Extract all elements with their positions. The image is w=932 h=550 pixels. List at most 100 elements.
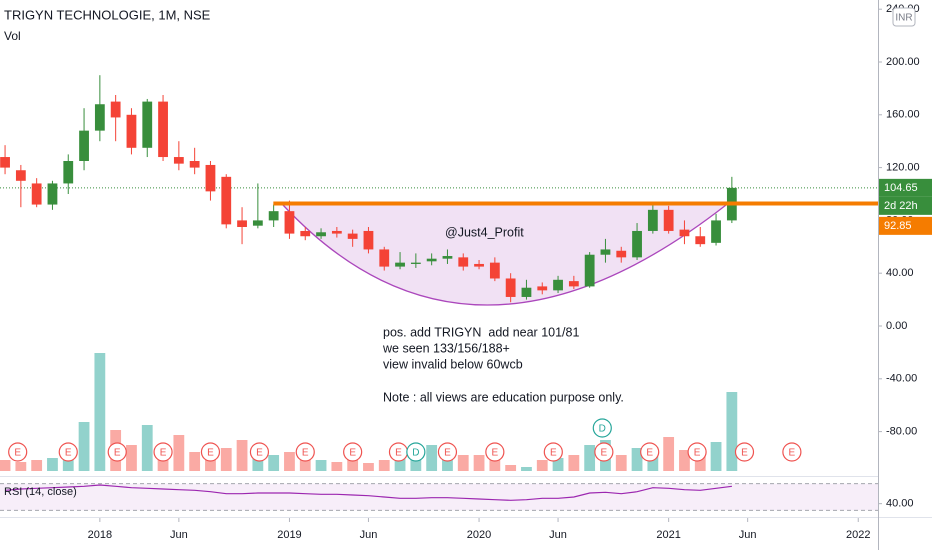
x-tick-label: Jun	[170, 529, 188, 541]
candle-body	[284, 211, 295, 234]
event-marker	[295, 442, 315, 462]
event-marker	[485, 442, 505, 462]
candle-body	[15, 170, 26, 181]
event-label: D	[599, 424, 606, 435]
rsi-label: RSI (14, close)	[4, 486, 77, 498]
candle-body	[126, 114, 137, 148]
candle-body	[474, 263, 484, 267]
candle-body	[205, 164, 216, 192]
currency: INR	[895, 13, 912, 24]
candle-body	[584, 254, 595, 287]
x-tick-label: Jun	[739, 529, 757, 541]
candle-body	[237, 220, 247, 227]
volume-bar	[410, 455, 422, 471]
note-line: pos. add TRIGYN add near 101/81	[383, 325, 579, 339]
y-tick-label: 40.00	[886, 267, 914, 279]
event-label: E	[492, 448, 499, 459]
rsi-line	[5, 484, 732, 501]
event-marker	[592, 418, 612, 438]
disclaimer: Note : all views are education purpose o…	[383, 390, 624, 404]
candle-body	[63, 160, 74, 184]
candle-body	[173, 157, 184, 164]
volume-bar	[378, 460, 390, 471]
watermark: @Just4_Profit	[445, 225, 524, 239]
volume-bar	[536, 460, 548, 471]
y-tick-label: 200.00	[886, 56, 920, 68]
volume-bar	[268, 455, 280, 471]
candle-body	[426, 258, 437, 262]
event-marker	[594, 442, 614, 462]
event-marker	[343, 442, 363, 462]
currency-box[interactable]	[892, 7, 916, 27]
candle-body	[410, 262, 421, 264]
candle-body	[363, 230, 374, 250]
volume-bar	[94, 353, 106, 471]
cup-fill	[283, 205, 726, 305]
candle-body	[31, 183, 42, 205]
candle-body	[47, 183, 58, 205]
volume-bar	[394, 455, 406, 471]
event-label: E	[114, 448, 121, 459]
y-tick-label: 160.00	[886, 109, 920, 121]
event-marker	[640, 442, 660, 462]
volume-bar	[331, 462, 343, 471]
candle-body	[568, 281, 579, 287]
volume-bar	[426, 445, 438, 471]
volume-bar	[473, 455, 485, 471]
volume-bar	[726, 392, 738, 471]
volume-bar	[521, 467, 532, 471]
candle-body	[221, 176, 232, 225]
event-label: E	[444, 448, 451, 459]
event-label: E	[601, 448, 608, 459]
event-label: E	[550, 448, 557, 459]
event-marker	[249, 442, 270, 462]
y-tick-label: 0.00	[886, 320, 907, 332]
event-label: E	[789, 448, 796, 459]
event-label: E	[741, 448, 748, 459]
volume-bar	[710, 442, 722, 471]
level-label-box	[879, 216, 932, 235]
candle-body	[94, 104, 105, 131]
event-marker	[734, 442, 755, 462]
volume-bar	[489, 458, 501, 471]
candle-body	[379, 249, 390, 267]
price-layer: E E E E E E E E E D E E EDE E E E E	[0, 75, 878, 462]
cup-curve	[282, 204, 727, 306]
candle-body	[505, 278, 516, 297]
event-label: E	[160, 448, 167, 459]
volume-bar	[663, 437, 675, 471]
event-marker	[406, 442, 426, 462]
x-tick-label: 2022	[846, 529, 870, 541]
note-line: we seen 133/156/188+	[382, 341, 510, 355]
candle-body	[395, 262, 405, 267]
y-tick-label: -40.00	[886, 373, 917, 385]
volume-bar	[220, 448, 232, 471]
last-price-label: 104.65	[884, 182, 918, 194]
event-label: E	[395, 448, 402, 459]
countdown: 2d 22h	[884, 200, 918, 212]
note-line: view invalid below 60wcb	[383, 357, 523, 371]
event-marker	[8, 442, 28, 462]
event-marker	[107, 442, 127, 462]
x-tick-label: 2020	[467, 529, 491, 541]
rsi-tick-label: 40.00	[886, 498, 914, 510]
candle-body	[347, 233, 358, 239]
candle-body	[79, 130, 89, 161]
event-label: E	[694, 448, 701, 459]
x-tick-label: Jun	[360, 529, 378, 541]
candle-body	[632, 230, 642, 258]
volume-bar	[284, 452, 295, 471]
candle-body	[331, 230, 342, 234]
candle-body	[537, 286, 548, 291]
candle-body	[458, 257, 469, 267]
candle-body	[521, 287, 532, 297]
volume-bar	[236, 440, 248, 471]
volume-bar	[347, 458, 359, 471]
chart-title: TRIGYN TECHNOLOGIE, 1M, NSE	[4, 7, 211, 22]
x-tick-label: 2021	[656, 529, 680, 541]
candle-body	[616, 250, 627, 258]
event-marker	[153, 442, 173, 462]
event-label: E	[256, 448, 263, 459]
